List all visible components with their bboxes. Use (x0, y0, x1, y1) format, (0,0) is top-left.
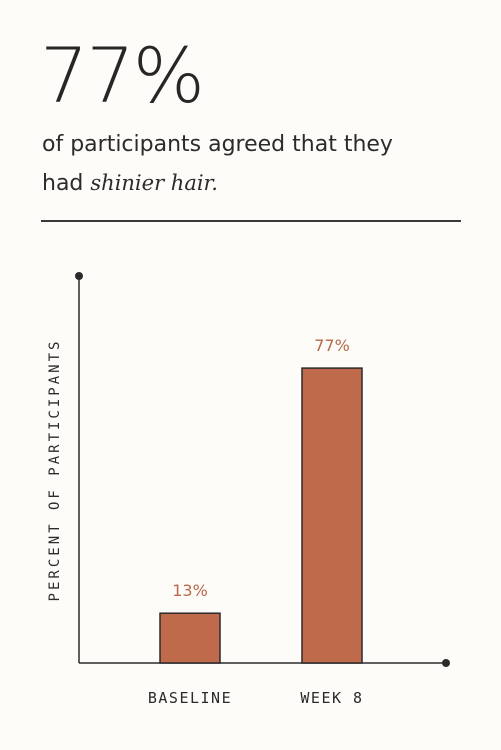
x-axis-end-dot (442, 659, 450, 667)
y-axis-label: PERCENT OF PARTICIPANTS (47, 339, 63, 602)
x-tick-label-0: BASELINE (148, 689, 232, 707)
data-label-1: 77% (314, 336, 350, 355)
headline-line-2-prefix: had (42, 171, 91, 196)
chart-bars (159, 367, 363, 664)
headline-text: of participants agreed that they had shi… (42, 126, 472, 203)
headline-stat: 77% (40, 31, 205, 120)
bar-week-8 (301, 367, 363, 664)
x-tick-label-1: WEEK 8 (300, 689, 363, 707)
chart-labels: 13% BASELINE 77% WEEK 8 (148, 336, 363, 707)
chart-axes (75, 272, 450, 667)
headline-emphasis: shinier hair. (90, 171, 218, 195)
y-axis-end-dot (75, 272, 83, 280)
divider-rule (41, 220, 461, 222)
bar-baseline (159, 612, 221, 664)
headline-line-1: of participants agreed that they (42, 132, 393, 157)
data-label-0: 13% (172, 581, 208, 600)
